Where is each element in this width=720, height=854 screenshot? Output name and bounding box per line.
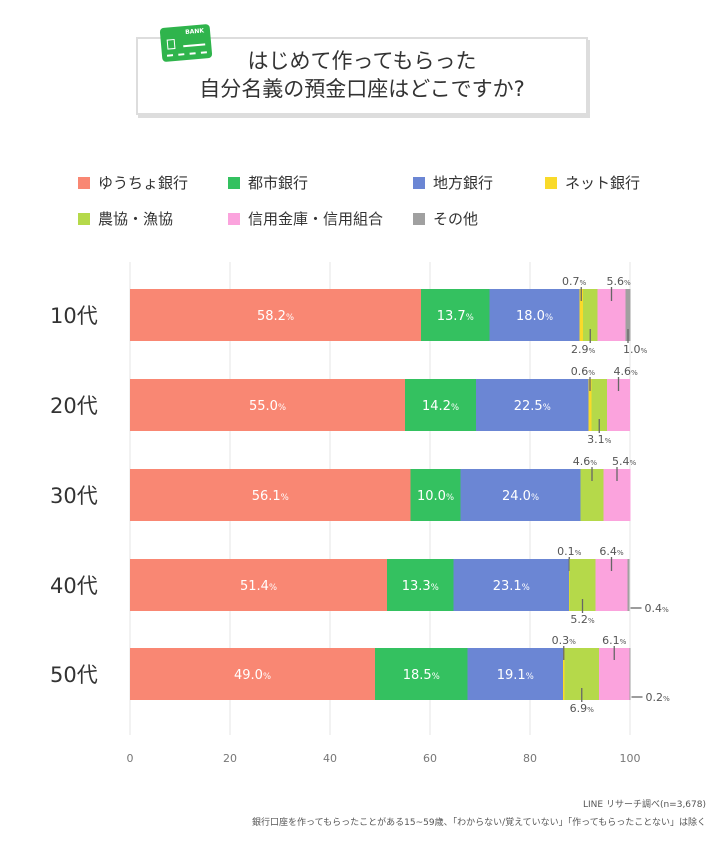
bar-segment xyxy=(467,648,563,700)
data-label: 2.9% xyxy=(571,343,596,356)
legend-swatch xyxy=(413,212,425,225)
x-tick-label: 20 xyxy=(223,752,237,765)
data-label: 4.6% xyxy=(573,455,598,468)
bar-segment xyxy=(583,289,598,341)
data-label: 24.0% xyxy=(502,489,539,504)
data-label: 0.1% xyxy=(557,545,582,558)
bar-segment xyxy=(629,648,631,700)
legend-swatch xyxy=(228,176,240,189)
data-label: 1.0% xyxy=(623,343,648,356)
data-label: 49.0% xyxy=(234,668,271,683)
category-label: 40代 xyxy=(50,574,98,598)
title-box: はじめて作ってもらった 自分名義の預金口座はどこですか? xyxy=(136,37,588,115)
bar-segment xyxy=(421,289,490,341)
data-label: 19.1% xyxy=(497,668,534,683)
data-label: 23.1% xyxy=(493,579,530,594)
data-label: 0.6% xyxy=(571,365,596,378)
bar-segment xyxy=(580,469,604,521)
legend-label: ネット銀行 xyxy=(565,174,641,192)
bar-segment xyxy=(405,379,476,431)
legend-item: その他 xyxy=(413,208,478,229)
data-label: 5.6% xyxy=(607,275,632,288)
data-label: 5.2% xyxy=(570,613,595,626)
legend-label: 農協・漁協 xyxy=(98,210,174,228)
data-label: 10.0% xyxy=(417,489,454,504)
category-label: 10代 xyxy=(50,304,98,328)
bar-segment xyxy=(453,559,569,611)
bar-segment xyxy=(489,289,580,341)
data-label: 13.3% xyxy=(402,579,439,594)
x-tick-label: 100 xyxy=(620,752,641,765)
data-label: 5.4% xyxy=(612,455,637,468)
legend-label: 信用金庫・信用組合 xyxy=(248,210,384,228)
bar-segment xyxy=(375,648,468,700)
category-label: 50代 xyxy=(50,663,98,687)
legend-item: ゆうちょ銀行 xyxy=(78,172,188,193)
bar-segment xyxy=(563,648,565,700)
x-tick-label: 40 xyxy=(323,752,337,765)
bar-segment xyxy=(627,559,630,611)
bar-segment xyxy=(130,559,387,611)
bar-segment xyxy=(591,379,607,431)
title-line-2: 自分名義の預金口座はどこですか? xyxy=(199,77,525,101)
bar-segment xyxy=(130,289,421,341)
data-label: 55.0% xyxy=(249,399,286,414)
chart-title: はじめて作ってもらった 自分名義の預金口座はどこですか? xyxy=(138,47,586,103)
category-label: 30代 xyxy=(50,484,98,508)
source-note: LINE リサーチ調べ(n=3,678) xyxy=(583,800,706,810)
bar-segment xyxy=(130,379,405,431)
bar-segment xyxy=(607,379,630,431)
footnote: 銀行口座を作ってもらったことがある15~59歳、「わからない/覚えていない」「作… xyxy=(252,818,706,828)
legend-label: 地方銀行 xyxy=(433,174,494,192)
bar-segment xyxy=(460,469,581,521)
legend-swatch xyxy=(545,176,557,189)
legend-item: 地方銀行 xyxy=(413,172,493,193)
data-label: 0.7% xyxy=(562,275,587,288)
bar-segment xyxy=(476,379,589,431)
bar-segment xyxy=(130,648,375,700)
data-label: 6.1% xyxy=(602,634,627,647)
legend-label: 都市銀行 xyxy=(248,174,309,192)
data-label: 14.2% xyxy=(422,399,459,414)
data-label: 0.4% xyxy=(645,602,670,615)
legend-swatch xyxy=(228,212,240,225)
legend-swatch xyxy=(78,212,90,225)
data-label: 51.4% xyxy=(240,579,277,594)
data-label: 22.5% xyxy=(514,399,551,414)
x-tick-label: 60 xyxy=(423,752,437,765)
stacked-bar-chart: 0 20 40 60 80 100 10代 58.2% 13.7% 18.0% 0.7% 2.9% 5.… xyxy=(50,262,671,765)
data-label: 0.2% xyxy=(646,691,671,704)
bar-segment xyxy=(130,469,411,521)
x-tick-label: 80 xyxy=(523,752,537,765)
data-label: 56.1% xyxy=(252,489,289,504)
data-label: 58.2% xyxy=(257,309,294,324)
legend-item: 信用金庫・信用組合 xyxy=(228,208,383,229)
legend-swatch xyxy=(78,176,90,189)
bar-segment xyxy=(625,289,631,341)
legend-label: ゆうちょ銀行 xyxy=(98,174,189,192)
title-line-1: はじめて作ってもらった xyxy=(247,49,477,73)
bar-segment xyxy=(410,469,461,521)
legend-item: ネット銀行 xyxy=(545,172,640,193)
category-label: 20代 xyxy=(50,394,98,418)
bar-segment xyxy=(569,559,570,611)
data-label: 13.7% xyxy=(437,309,474,324)
legend-swatch xyxy=(413,176,425,189)
data-label: 6.9% xyxy=(570,702,595,715)
data-label: 18.0% xyxy=(516,309,553,324)
legend-item: 農協・漁協 xyxy=(78,208,173,229)
bar-segment xyxy=(579,289,583,341)
bar-segment xyxy=(588,379,592,431)
data-label: 0.3% xyxy=(552,634,577,647)
data-label: 4.6% xyxy=(614,365,639,378)
x-tick-label: 0 xyxy=(127,752,134,765)
legend-item: 都市銀行 xyxy=(228,172,308,193)
data-label: 3.1% xyxy=(587,433,612,446)
bar-segment xyxy=(387,559,454,611)
data-label: 18.5% xyxy=(403,668,440,683)
legend-label: その他 xyxy=(433,210,479,228)
data-label: 6.4% xyxy=(599,545,624,558)
